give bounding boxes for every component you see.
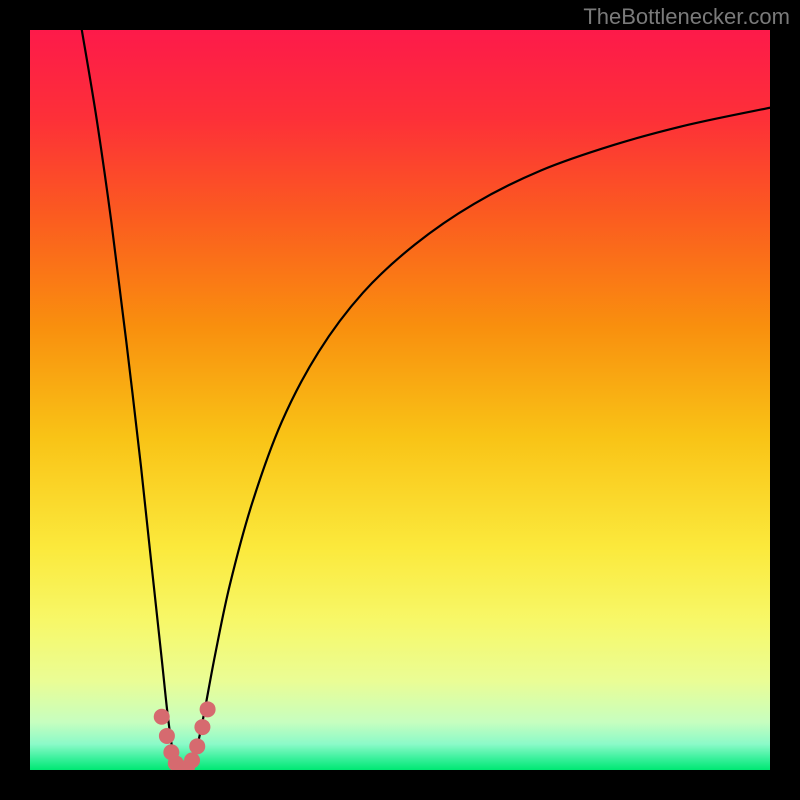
bottom-marker [194,719,210,735]
bottom-marker [184,752,200,768]
watermark-text: TheBottlenecker.com [583,4,790,30]
bottom-marker [200,701,216,717]
bottom-marker [189,738,205,754]
bottleneck-curve [82,30,770,770]
chart-svg [30,30,770,770]
bottom-marker [159,728,175,744]
plot-area [30,30,770,770]
bottom-marker [154,709,170,725]
